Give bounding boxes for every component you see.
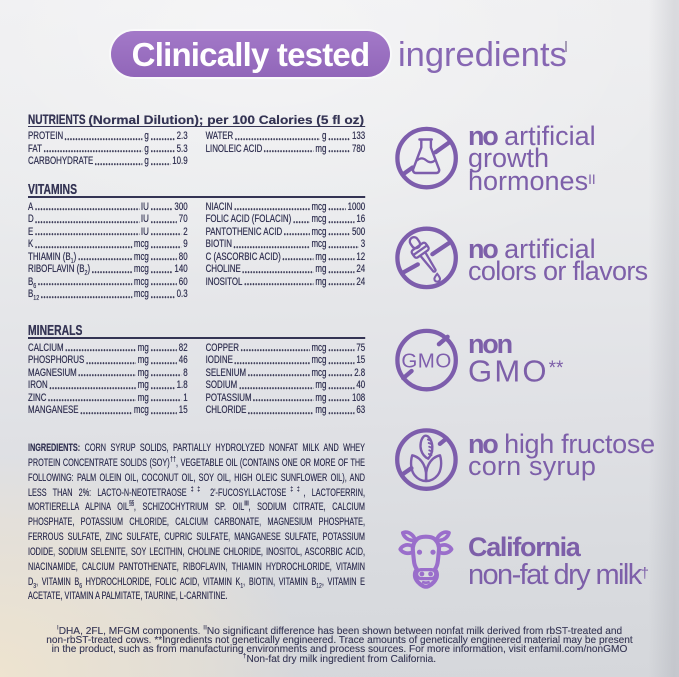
svg-text:GMO: GMO xyxy=(401,349,451,372)
